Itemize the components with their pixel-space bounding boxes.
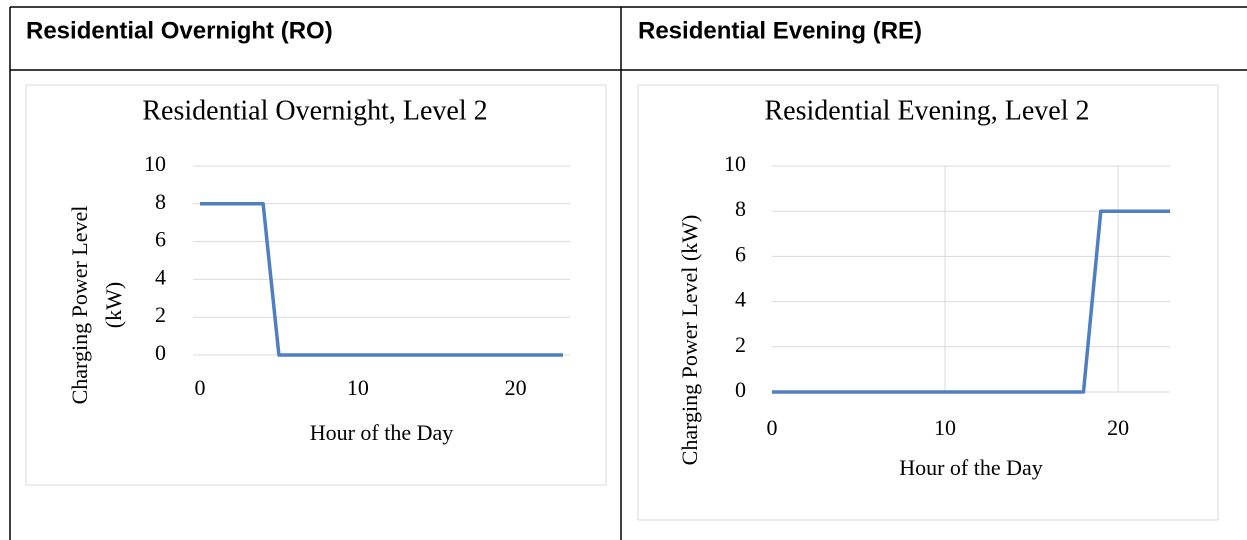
data-line	[772, 209, 1170, 394]
chart-title: Residential Overnight, Level 2	[142, 95, 487, 126]
y-tick-label: 0	[155, 340, 166, 365]
y-tick-label: 4	[155, 264, 166, 289]
y-tick-label: 10	[144, 151, 166, 176]
y-tick-label: 6	[735, 241, 746, 266]
chart-frame	[25, 84, 607, 486]
x-tick-label: 0	[767, 415, 778, 440]
x-tick-label: 20	[1107, 415, 1129, 440]
y-axis-label: Charging Power Level (kW)	[677, 215, 702, 466]
chart-title: Residential Evening, Level 2	[764, 95, 1089, 126]
y-axis-label: Charging Power Level	[67, 206, 92, 405]
data-line	[200, 202, 563, 357]
chart-frame	[637, 84, 1219, 521]
y-axis-label: (kW)	[101, 282, 126, 328]
table-header: Residential Evening (RE)	[638, 17, 922, 44]
y-tick-label: 6	[155, 227, 166, 252]
y-tick-label: 8	[155, 189, 166, 214]
y-tick-label: 2	[155, 302, 166, 327]
table-frame	[9, 6, 1247, 540]
table-header: Residential Overnight (RO)	[26, 17, 333, 44]
y-tick-label: 4	[735, 287, 746, 312]
y-tick-label: 2	[735, 332, 746, 357]
y-tick-label: 10	[724, 151, 746, 176]
x-tick-label: 10	[934, 415, 956, 440]
x-axis-label: Hour of the Day	[310, 420, 454, 445]
y-tick-label: 0	[735, 377, 746, 402]
y-tick-label: 8	[735, 196, 746, 221]
x-axis-label: Hour of the Day	[899, 455, 1043, 480]
x-tick-label: 0	[195, 375, 206, 400]
x-tick-label: 20	[505, 375, 527, 400]
x-tick-label: 10	[347, 375, 369, 400]
